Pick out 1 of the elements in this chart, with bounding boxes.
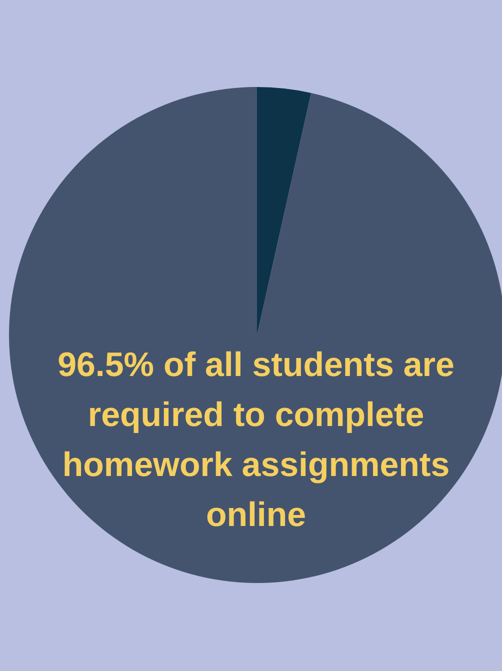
text: 96.5% of all students are required to complete homework assignments online xyxy=(56,345,456,536)
